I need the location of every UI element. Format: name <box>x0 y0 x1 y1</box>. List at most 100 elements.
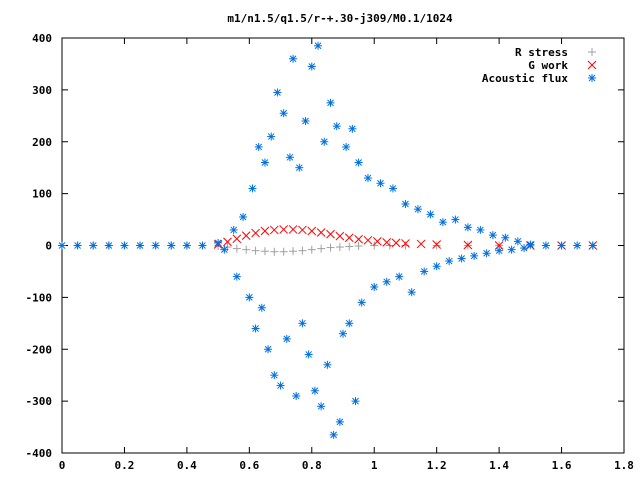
x-tick-label: 1.8 <box>614 459 634 472</box>
data-point <box>432 240 442 249</box>
data-point-stroke <box>58 242 66 249</box>
data-point <box>316 228 326 237</box>
data-point <box>167 241 176 250</box>
data-point-stroke <box>167 242 175 249</box>
data-point <box>320 137 329 146</box>
data-point <box>395 272 404 281</box>
data-point <box>58 241 66 250</box>
legend-marker <box>588 74 596 82</box>
data-point-stroke <box>277 382 284 389</box>
data-point <box>232 244 241 253</box>
data-point-stroke <box>372 236 382 246</box>
data-point <box>326 229 335 239</box>
x-tick-label: 0.2 <box>115 459 135 472</box>
data-point-stroke <box>364 174 372 182</box>
data-point-stroke <box>270 371 278 379</box>
data-point <box>307 62 316 71</box>
data-point-stroke <box>452 216 459 223</box>
data-point-stroke <box>324 361 331 369</box>
data-point-stroke <box>105 242 113 249</box>
data-point <box>279 109 288 118</box>
data-point <box>307 226 317 236</box>
data-point <box>335 243 344 252</box>
data-point <box>344 233 354 243</box>
data-point <box>348 124 357 133</box>
data-point <box>269 225 279 235</box>
series-2 <box>58 41 597 439</box>
y-tick-label: -100 <box>26 291 53 304</box>
data-point <box>304 350 313 359</box>
data-point-stroke <box>432 240 442 249</box>
data-point <box>416 239 426 249</box>
data-point-stroke <box>336 418 344 426</box>
data-point <box>326 98 335 107</box>
data-point <box>363 174 372 183</box>
data-point-stroke <box>339 330 347 338</box>
data-point <box>104 241 113 250</box>
data-point-stroke <box>221 246 228 254</box>
data-point <box>507 245 516 254</box>
data-point-stroke <box>402 200 409 208</box>
data-point <box>301 117 310 125</box>
data-point <box>354 242 363 251</box>
data-point-stroke <box>416 239 426 249</box>
data-point-stroke <box>260 226 270 236</box>
data-point <box>242 245 251 254</box>
data-point <box>451 215 460 224</box>
data-point <box>557 241 566 250</box>
x-tick-label: 0 <box>59 459 66 472</box>
data-point <box>326 243 335 252</box>
data-point <box>289 54 298 63</box>
data-point <box>182 241 191 250</box>
data-point-stroke <box>279 225 289 234</box>
data-point <box>288 225 298 234</box>
legend-label: G work <box>528 59 568 72</box>
data-point-stroke <box>349 125 356 133</box>
legend-label: Acoustic flux <box>482 72 568 85</box>
data-point <box>345 319 354 328</box>
data-point-stroke <box>401 239 410 248</box>
data-point <box>282 334 291 343</box>
data-point <box>276 381 285 390</box>
data-point <box>279 247 288 256</box>
data-point <box>329 430 338 439</box>
data-point <box>310 386 319 395</box>
data-point-stroke <box>269 225 279 235</box>
data-point-stroke <box>526 241 534 248</box>
data-point-stroke <box>573 242 581 249</box>
data-point-stroke <box>342 143 350 151</box>
data-point-stroke <box>464 223 472 231</box>
y-tick-label: 0 <box>45 240 52 253</box>
data-point <box>345 242 354 251</box>
data-point <box>317 244 326 253</box>
data-point <box>239 212 248 221</box>
data-point-stroke <box>414 205 422 213</box>
data-point <box>267 132 276 141</box>
data-point-stroke <box>314 42 322 50</box>
data-point-stroke <box>311 387 319 395</box>
data-point <box>120 241 129 250</box>
data-point <box>264 345 273 354</box>
data-point-stroke <box>391 238 401 248</box>
data-point <box>279 225 289 234</box>
data-point <box>298 246 307 255</box>
y-tick-label: 100 <box>32 188 52 201</box>
legend-marker-stroke <box>587 60 597 70</box>
data-point-stroke <box>251 228 260 238</box>
data-point <box>298 225 307 235</box>
data-point <box>382 238 392 247</box>
data-point <box>401 200 410 208</box>
data-point <box>260 247 269 256</box>
data-point-stroke <box>74 242 81 249</box>
data-point-stroke <box>230 226 238 234</box>
data-point <box>401 241 410 250</box>
data-point-stroke <box>302 117 309 125</box>
data-point <box>457 254 466 263</box>
data-point <box>370 241 379 250</box>
x-tick-label: 1 <box>371 459 378 472</box>
data-point <box>151 241 160 250</box>
data-point <box>289 247 298 256</box>
data-point <box>339 329 347 338</box>
data-point <box>342 142 351 151</box>
